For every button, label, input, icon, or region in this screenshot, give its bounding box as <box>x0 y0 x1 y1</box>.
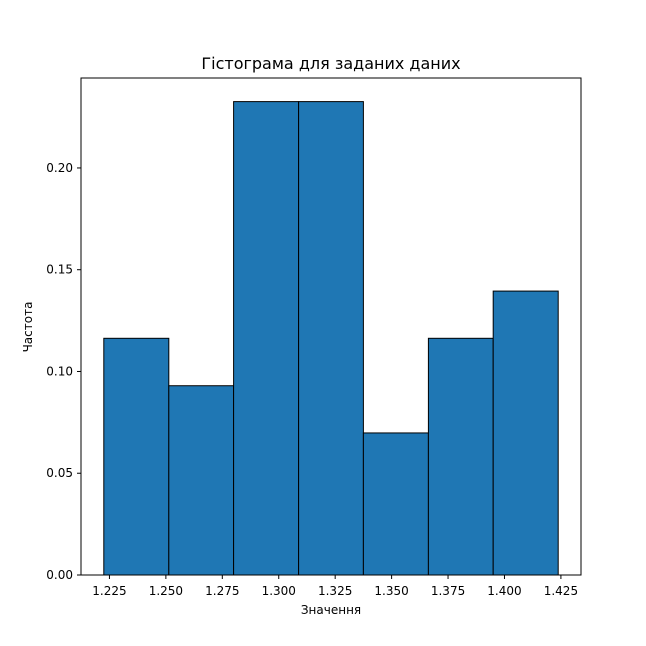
histogram-bar-4 <box>298 101 364 576</box>
x-tick-label: 1.275 <box>205 584 239 598</box>
histogram-bar-3 <box>233 101 300 576</box>
histogram-bar-7 <box>492 290 559 576</box>
histogram-bar-2 <box>168 385 235 576</box>
y-tick-label: 0.05 <box>46 466 73 480</box>
x-tick-label: 1.300 <box>262 584 296 598</box>
x-tick-label: 1.350 <box>374 584 408 598</box>
histogram-bar-5 <box>362 432 429 576</box>
x-tick-label: 1.325 <box>318 584 352 598</box>
y-tick-label: 0.00 <box>46 568 73 582</box>
y-tick-label: 0.10 <box>46 364 73 378</box>
bars-group <box>103 101 559 576</box>
y-axis-label: Частота <box>21 302 35 353</box>
x-tick-label: 1.375 <box>431 584 465 598</box>
chart-title: Гістограма для заданих даних <box>201 54 460 73</box>
histogram-bar-1 <box>103 337 170 576</box>
y-tick-label: 0.20 <box>46 161 73 175</box>
x-tick-label: 1.250 <box>149 584 183 598</box>
x-tick-label: 1.225 <box>92 584 126 598</box>
y-axis: 0.00 0.05 0.10 0.15 0.20 <box>46 161 81 582</box>
x-tick-label: 1.425 <box>544 584 578 598</box>
x-axis: 1.225 1.250 1.275 1.300 1.325 1.350 1.375 1.400… <box>92 575 578 598</box>
histogram-bar-6 <box>427 337 494 576</box>
plot-frame <box>80 77 582 576</box>
x-tick-label: 1.400 <box>487 584 521 598</box>
x-axis-label: Значення <box>301 603 361 617</box>
y-tick-label: 0.15 <box>46 263 73 277</box>
